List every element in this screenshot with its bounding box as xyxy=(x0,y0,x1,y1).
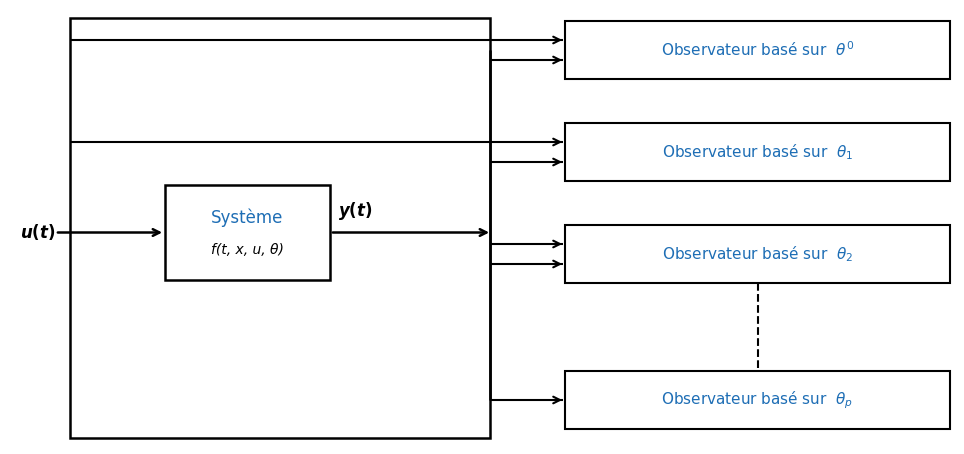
Bar xyxy=(70,18,490,438)
Text: $\boldsymbol{y(t)}$: $\boldsymbol{y(t)}$ xyxy=(338,199,372,222)
Text: Observateur basé sur  $\boldsymbol{\theta_2}$: Observateur basé sur $\boldsymbol{\theta… xyxy=(661,244,853,264)
Text: Observateur basé sur  $\boldsymbol{\theta_p}$: Observateur basé sur $\boldsymbol{\theta… xyxy=(661,389,853,411)
Text: Observateur basé sur  $\boldsymbol{\theta_1}$: Observateur basé sur $\boldsymbol{\theta… xyxy=(661,142,853,162)
Bar xyxy=(565,123,950,181)
Text: $\boldsymbol{u(t)}$: $\boldsymbol{u(t)}$ xyxy=(20,222,56,242)
Bar xyxy=(565,225,950,283)
Text: Système: Système xyxy=(211,208,283,227)
Text: f(t, x, u, θ): f(t, x, u, θ) xyxy=(211,243,284,257)
Bar xyxy=(565,21,950,79)
Bar xyxy=(565,371,950,429)
Bar xyxy=(165,185,330,280)
Text: Observateur basé sur  $\boldsymbol{\theta^0}$: Observateur basé sur $\boldsymbol{\theta… xyxy=(661,41,854,59)
